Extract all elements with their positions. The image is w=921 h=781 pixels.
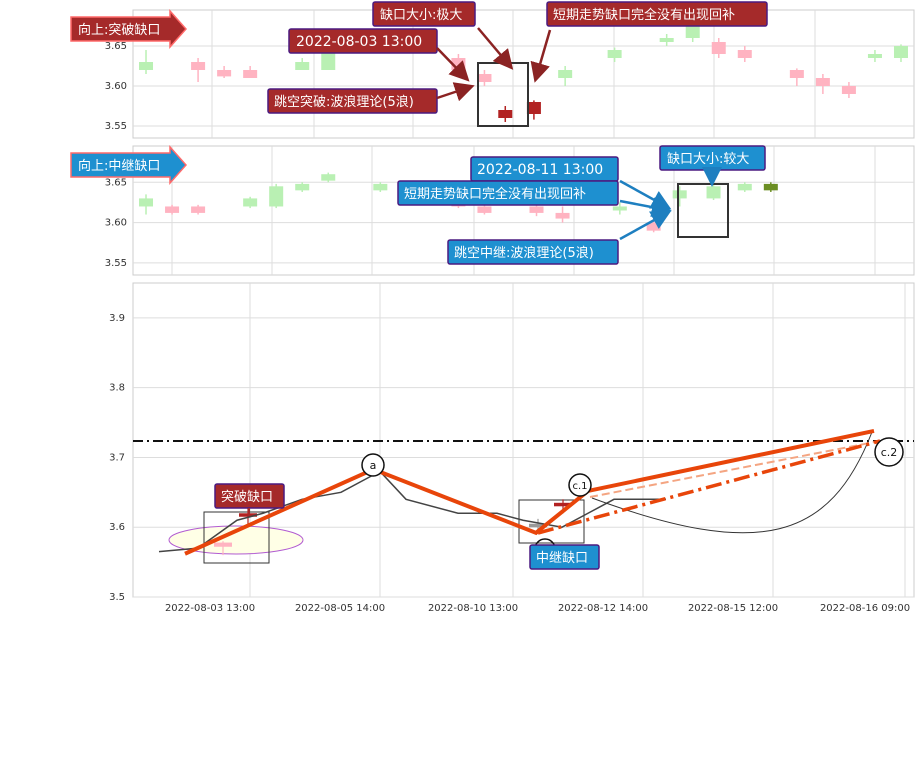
candle <box>558 66 573 86</box>
lower-projection <box>537 439 881 535</box>
y-tick-label: 3.55 <box>105 121 127 132</box>
relay-gap-size-text: 缺口大小:较大 <box>667 152 749 167</box>
wave-path-line <box>184 428 875 556</box>
candle <box>737 46 752 62</box>
point-c2-label: c.2 <box>881 446 898 459</box>
relay-gap-panel: 3.55 3.60 3.65 向上:中继缺口 2022-08-11 13:00 缺口… <box>70 145 915 276</box>
breakout-box-main <box>203 511 270 564</box>
point-a-marker: a <box>361 453 385 477</box>
no-fill-arrow <box>530 29 552 83</box>
x-tick-label: 2022-08-03 13:00 <box>165 603 255 614</box>
candle <box>217 66 232 78</box>
breakout-gap-panel: 3.55 3.60 3.65 向上:突破缺口 缺口大小:极大 2022-08-03 … <box>70 1 915 139</box>
candle <box>763 182 778 192</box>
no-fill-text: 短期走势缺口完全没有出现回补 <box>553 7 735 23</box>
candle <box>737 182 752 192</box>
relay-no-fill-text: 短期走势缺口完全没有出现回补 <box>404 186 586 202</box>
candle <box>243 66 258 78</box>
candle <box>269 183 284 209</box>
relay-label-main-text: 中继缺口 <box>536 551 588 566</box>
y-tick-label: 3.7 <box>109 452 125 463</box>
candle <box>321 172 336 183</box>
candle <box>711 38 726 58</box>
x-tick-label: 2022-08-12 14:00 <box>558 603 648 614</box>
candle <box>672 186 687 207</box>
relay-date-text: 2022-08-11 13:00 <box>477 162 603 178</box>
relay-wave-text: 跳空中继:波浪理论(5浪) <box>454 246 594 261</box>
gap-size-badge <box>372 1 476 27</box>
y-tick-label: 3.65 <box>105 41 127 52</box>
y-tick-label: 3.60 <box>105 81 127 92</box>
y-tick-label: 3.55 <box>105 258 127 269</box>
candle <box>893 44 908 62</box>
x-tick-label: 2022-08-16 09:00 <box>820 603 910 614</box>
wave-breakout-badge <box>267 88 438 114</box>
date-arrow <box>436 47 470 82</box>
relay-wave-badge <box>447 239 619 265</box>
candle <box>139 194 154 215</box>
candle <box>815 74 830 94</box>
upper-projection <box>589 440 881 498</box>
y-tick-label: 3.60 <box>105 218 127 229</box>
x-tick-label: 2022-08-10 13:00 <box>428 603 518 614</box>
y-tick-label: 3.5 <box>109 592 125 603</box>
candle <box>841 82 856 98</box>
point-a-label: a <box>370 459 377 472</box>
candle <box>526 100 541 120</box>
relay-no-fill-arrow <box>619 197 672 218</box>
candle <box>477 70 492 86</box>
gap-size-arrow <box>477 27 514 70</box>
relay-tag: 向上:中继缺口 <box>70 145 188 185</box>
candle <box>373 182 388 192</box>
x-tick-label: 2022-08-15 12:00 <box>688 603 778 614</box>
relay-box-main <box>518 499 585 544</box>
breakout-label-main: 突破缺口 <box>214 483 285 509</box>
breakout-date-text: 2022-08-03 13:00 <box>296 34 422 50</box>
candle <box>165 204 180 215</box>
breakout-label-main-text: 突破缺口 <box>221 489 273 505</box>
relay-wave-arrow <box>619 210 672 241</box>
breakout-tag: 向上:突破缺口 <box>70 9 188 49</box>
wave-main-panel: 3.5 3.6 3.7 3.8 3.9 2022-08-03 13:00 2022-08-… <box>109 282 915 614</box>
candle <box>555 206 570 223</box>
candle <box>191 58 206 82</box>
mini-candle <box>214 541 232 556</box>
y-tick-label: 3.65 <box>105 177 127 188</box>
price-line <box>158 470 666 553</box>
candle <box>139 50 154 74</box>
relay-tag-text: 向上:中继缺口 <box>78 158 160 174</box>
projection-arc <box>591 431 873 534</box>
y-tick-label: 3.9 <box>109 313 125 324</box>
candle <box>477 204 492 215</box>
candle <box>191 204 206 215</box>
candle <box>789 68 804 86</box>
candle <box>612 202 627 215</box>
candle <box>867 50 882 62</box>
wave-breakout-text: 跳空突破:波浪理论(5浪) <box>274 94 414 110</box>
candle <box>243 196 258 209</box>
relay-no-fill-badge <box>397 180 619 206</box>
candle <box>607 47 622 62</box>
y-tick-label: 3.6 <box>109 522 125 533</box>
candle <box>295 58 310 70</box>
candle <box>498 106 513 122</box>
gap-size-text: 缺口大小:极大 <box>380 8 462 23</box>
point-c1-marker: c.1 <box>568 473 592 497</box>
breakout-date-badge <box>288 28 438 54</box>
breakout-tag-text: 向上:突破缺口 <box>78 22 160 38</box>
y-tick-label: 3.8 <box>109 383 125 394</box>
x-tick-label: 2022-08-05 14:00 <box>295 603 385 614</box>
candle <box>295 182 310 192</box>
relay-label-main: 中继缺口 <box>529 544 600 570</box>
candle <box>659 34 674 46</box>
point-c1-label: c.1 <box>572 481 587 492</box>
point-c2-marker: c.2 <box>874 437 904 467</box>
no-fill-badge <box>546 1 768 27</box>
panel1-frame <box>132 9 915 139</box>
wave-arrow <box>436 82 475 102</box>
